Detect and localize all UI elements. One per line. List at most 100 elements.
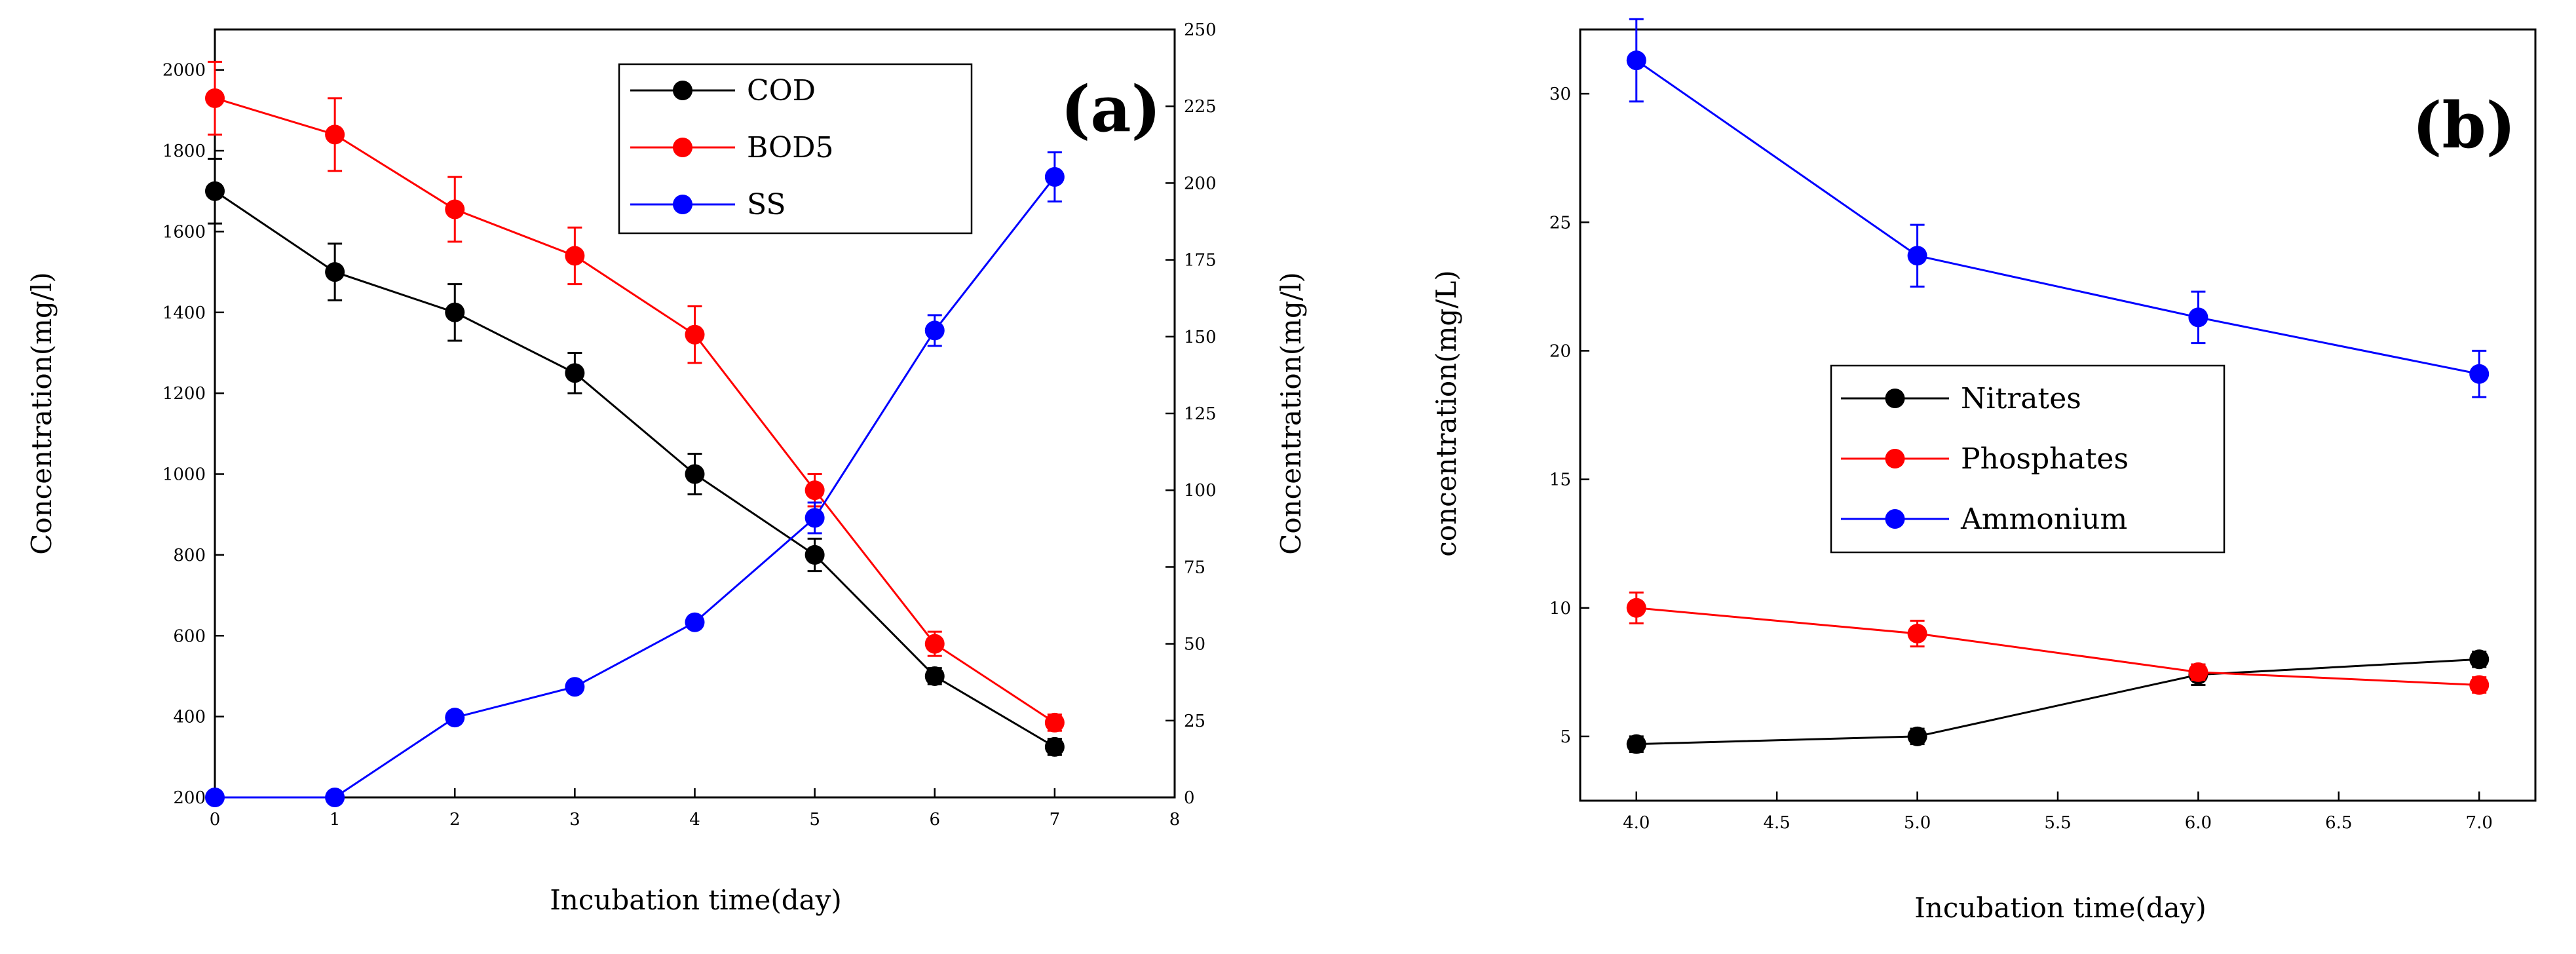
series-line-ammonium — [1635, 59, 2480, 375]
panel-label-b: (b) — [2412, 88, 2516, 162]
legend-label-ss: SS — [747, 188, 786, 221]
data-point-cod — [685, 464, 705, 484]
data-point-ammonium — [1907, 246, 1927, 266]
data-point-bod5 — [924, 634, 945, 654]
data-point-bod5 — [445, 199, 465, 219]
y-axis-label-b: concentration(mg/L) — [1430, 270, 1462, 556]
series-line-cod — [214, 190, 1055, 748]
legend-marker-phosphates — [1885, 449, 1905, 468]
x-tick-label: 5 — [809, 810, 820, 830]
y-tick-label: 25 — [1549, 213, 1571, 233]
x-tick-label: 4 — [689, 810, 700, 830]
y-tick-label: 200 — [173, 788, 206, 808]
x-tick-label: 4.0 — [1623, 813, 1650, 833]
x-tick-label: 8 — [1169, 810, 1181, 830]
data-point-phosphates — [2188, 662, 2208, 682]
data-point-ss — [445, 708, 465, 728]
y-right-tick-label: 0 — [1184, 788, 1195, 808]
series-line-nitrates — [1636, 658, 2480, 746]
x-tick-label: 3 — [569, 810, 580, 830]
x-tick-label: 1 — [330, 810, 341, 830]
series-line-ss — [215, 176, 1056, 799]
y-right-tick-label: 250 — [1184, 20, 1217, 40]
series-line-bod5 — [214, 97, 1055, 724]
legend-marker-nitrates — [1885, 389, 1905, 408]
legend-label-phosphates: Phosphates — [1961, 442, 2129, 476]
legend-marker-bod5 — [673, 138, 692, 157]
y-tick-label: 600 — [173, 626, 206, 646]
y-tick-label: 400 — [173, 708, 206, 727]
y-right-tick-label: 175 — [1184, 251, 1217, 271]
y-tick-label: 2000 — [162, 61, 206, 81]
series-group-b — [1626, 18, 2490, 754]
x-tick-label: 6.5 — [2325, 813, 2352, 833]
data-point-ss — [924, 320, 945, 341]
data-point-bod5 — [805, 480, 825, 501]
y-tick-label: 10 — [1549, 599, 1571, 619]
y-right-tick-label: 50 — [1184, 635, 1205, 655]
y-tick-label: 5 — [1560, 727, 1571, 747]
y-right-tick-label: 75 — [1184, 558, 1205, 577]
x-tick-label: 5.0 — [1904, 813, 1931, 833]
data-point-bod5 — [1044, 712, 1065, 733]
panel-label-a: (a) — [1061, 72, 1161, 146]
x-tick-label: 4.5 — [1763, 813, 1790, 833]
legend-label-cod: COD — [747, 74, 816, 107]
axis-ticks-a: 0 1 2 3 4 5 6 7 82004006008001000120014001600180… — [162, 20, 1217, 830]
y-tick-label: 1000 — [162, 465, 206, 485]
data-point-cod — [805, 544, 825, 565]
y-tick-label: 30 — [1549, 85, 1571, 104]
y-tick-label: 1800 — [162, 142, 206, 161]
data-point-cod — [445, 302, 465, 322]
x-tick-label: 7 — [1050, 810, 1061, 830]
data-point-nitrates — [2469, 649, 2490, 670]
data-point-phosphates — [2469, 675, 2490, 695]
x-axis-label-b: Incubation time(day) — [1914, 892, 2207, 924]
legend-marker-ss — [673, 195, 692, 214]
data-point-bod5 — [325, 124, 345, 145]
data-point-ss — [1044, 167, 1065, 187]
y-right-tick-label: 150 — [1184, 328, 1217, 347]
data-point-ss — [565, 677, 585, 697]
y-tick-label: 1200 — [162, 384, 206, 404]
legend-label-nitrates: Nitrates — [1961, 382, 2081, 415]
legend-b: Nitrates Phosphates Ammonium — [1830, 364, 2226, 554]
data-point-ss — [205, 788, 225, 807]
legend-label-ammonium: Ammonium — [1960, 503, 2127, 536]
data-point-nitrates — [1626, 734, 1646, 754]
data-point-phosphates — [1907, 623, 1927, 643]
chart-a: 0 1 2 3 4 5 6 7 82004006008001000120014001600180… — [26, 20, 1307, 916]
data-point-cod — [565, 363, 585, 383]
y-tick-label: 15 — [1549, 470, 1571, 490]
series-line-phosphates — [1636, 607, 2480, 686]
chart-b: 4.0 4.5 5.0 5.5 6.0 6.5 7.0 5 10 15 20 25 30 (b) Nit… — [1430, 18, 2537, 924]
data-point-ss — [805, 508, 825, 528]
x-tick-label: 6 — [929, 810, 940, 830]
data-point-nitrates — [1907, 726, 1927, 746]
series-group-a — [205, 60, 1065, 807]
data-point-cod — [205, 181, 225, 201]
y-right-tick-label: 25 — [1184, 712, 1205, 731]
y-tick-label: 1400 — [162, 303, 206, 323]
y-right-tick-label: 200 — [1184, 174, 1217, 193]
data-point-ammonium — [2469, 364, 2490, 384]
data-point-bod5 — [685, 324, 705, 345]
y-tick-label: 20 — [1549, 341, 1571, 361]
legend-marker-ammonium — [1885, 509, 1905, 529]
x-axis-label-a: Incubation time(day) — [550, 884, 842, 916]
data-point-ammonium — [2188, 307, 2208, 328]
data-point-phosphates — [1626, 598, 1646, 618]
y-tick-label: 1600 — [162, 222, 206, 242]
x-tick-label: 2 — [449, 810, 461, 830]
y-right-tick-label: 100 — [1184, 481, 1217, 501]
y-axis-label-a: Concentration(mg/l) — [26, 272, 58, 555]
data-point-bod5 — [205, 88, 225, 108]
x-tick-label: 7.0 — [2466, 813, 2493, 833]
data-point-ss — [325, 788, 345, 807]
legend-a: COD BOD5 SS — [618, 63, 973, 235]
x-tick-label: 5.5 — [2044, 813, 2071, 833]
data-point-cod — [924, 666, 945, 686]
data-point-bod5 — [565, 246, 585, 266]
y-axis-right-label-a: Concentration(mg/l) — [1275, 272, 1307, 555]
